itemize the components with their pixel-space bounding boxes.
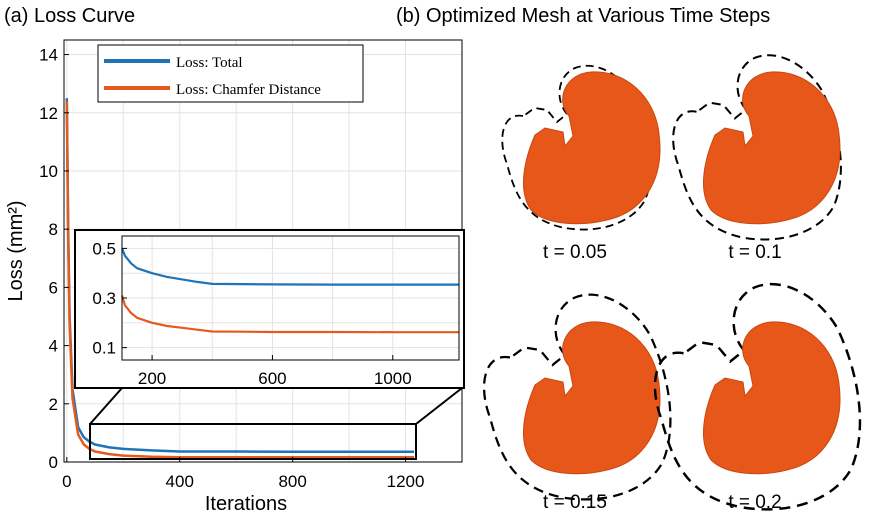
y-tick-label: 6 (49, 278, 58, 297)
inset-outer-frame (74, 229, 465, 389)
x-axis-label: Iterations (205, 493, 287, 515)
legend-label-total: Loss: Total (176, 55, 243, 71)
y-axis-label: Loss (mm²) (5, 200, 27, 301)
panel-a-title: (a) Loss Curve (4, 5, 135, 27)
series-line-chamfer (65, 101, 414, 459)
mesh-time-label: t = 0.1 (728, 242, 781, 263)
x-tick-label: 800 (278, 472, 306, 491)
legend-box (97, 44, 364, 103)
mesh-shape (702, 321, 841, 475)
y-tick-label: 14 (39, 46, 58, 65)
mesh-panel: t = 0.05 t = 0.1 t = 0.15 t = 0.2 (482, 54, 862, 513)
target-outline (482, 293, 672, 501)
legend-label-chamfer: Loss: Chamfer Distance (176, 82, 321, 98)
mesh-shape (522, 71, 661, 225)
series-line-chamfer (120, 295, 459, 334)
panel-b-title: (b) Optimized Mesh at Various Time Steps (396, 5, 770, 27)
inset-grid (122, 236, 459, 360)
x-tick-label: 1200 (387, 472, 425, 491)
mesh-3: t = 0.15 (482, 293, 672, 513)
y-tick-label: 0.5 (92, 239, 116, 258)
y-tick-label: 4 (49, 337, 58, 356)
y-tick-label: 0 (49, 453, 58, 472)
y-tick-label: 0.1 (92, 339, 116, 358)
mesh-time-label: t = 0.15 (543, 492, 607, 513)
y-tick-label: 0.3 (92, 289, 116, 308)
mesh-2: t = 0.1 (672, 54, 842, 263)
legend: Loss: Total Loss: Chamfer Distance (97, 44, 364, 103)
zoom-connector-left (89, 387, 123, 425)
inset-chart: 200 600 1000 0.1 0.3 0.5 (74, 229, 465, 389)
x-tick-label: 1000 (374, 369, 412, 388)
mesh-time-label: t = 0.05 (543, 242, 607, 263)
y-tick-label: 8 (49, 220, 58, 239)
y-tick-label: 12 (39, 104, 58, 123)
mesh-1: t = 0.05 (501, 64, 661, 263)
inset-ticks: 200 600 1000 0.1 0.3 0.5 (92, 239, 411, 388)
main-series (65, 98, 414, 459)
zoom-connector-right (415, 387, 463, 425)
series-line-total (120, 247, 459, 286)
zoom-region-box (89, 423, 417, 460)
mesh-time-label: t = 0.2 (728, 492, 781, 513)
mesh-shape (702, 71, 841, 225)
x-tick-label: 0 (62, 472, 71, 491)
mesh-4: t = 0.2 (653, 282, 862, 513)
x-tick-label: 400 (166, 472, 194, 491)
inset-series (120, 247, 459, 334)
inset-background (75, 230, 464, 388)
x-tick-label: 600 (258, 369, 286, 388)
x-tick-label: 200 (138, 369, 166, 388)
mesh-shape (522, 321, 661, 475)
y-tick-label: 2 (49, 395, 58, 414)
y-tick-label: 10 (39, 162, 58, 181)
